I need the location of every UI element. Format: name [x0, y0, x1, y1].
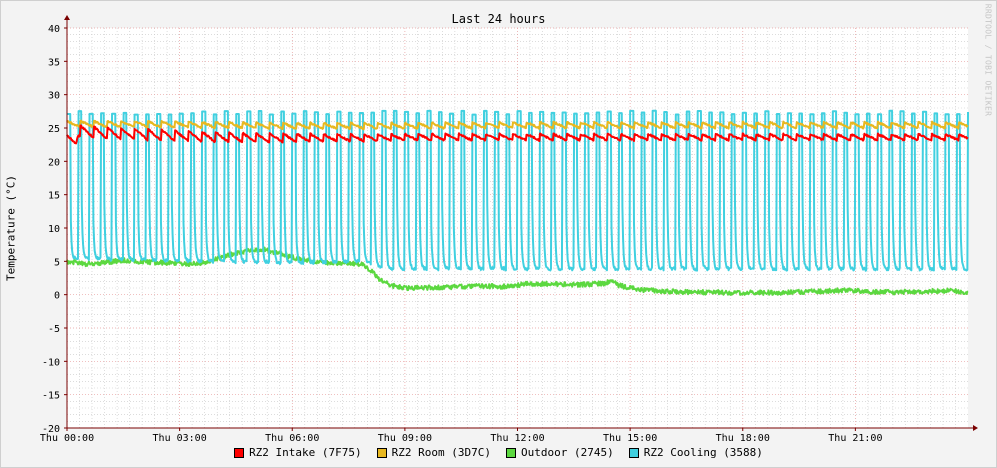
x-tick-label: Thu 09:00 [378, 433, 432, 444]
y-axis-label: Temperature (°C) [4, 175, 18, 281]
series-lines [66, 109, 969, 296]
legend-item-intake: RZ2 Intake (7F75) [234, 446, 362, 459]
y-tick-label: 30 [48, 91, 60, 102]
legend-label-outdoor: Outdoor (2745) [521, 446, 614, 459]
series-line-cooling [66, 109, 969, 272]
series-line-outdoor [66, 246, 969, 296]
y-tick-label: -5 [48, 324, 60, 335]
legend-swatch-cooling [628, 447, 639, 458]
legend-item-cooling: RZ2 Cooling (3588) [628, 446, 763, 459]
series-line-intake [66, 124, 969, 145]
y-tick-label: -20 [42, 424, 60, 435]
x-tick-label: Thu 12:00 [490, 433, 544, 444]
x-tick-label: Thu 03:00 [153, 433, 207, 444]
y-axis-arrow [64, 15, 70, 20]
y-tick-label: 5 [54, 257, 60, 268]
legend-swatch-intake [234, 447, 245, 458]
chart-title: Last 24 hours [451, 12, 546, 26]
legend-label-cooling: RZ2 Cooling (3588) [643, 446, 763, 459]
y-tick-label: -10 [42, 357, 60, 368]
y-tick-labels: -20 -15 -10 -5 0 5 10 15 20 25 30 35 40 [42, 24, 67, 435]
x-tick-label: Thu 06:00 [265, 433, 319, 444]
y-tick-label: 10 [48, 224, 60, 235]
legend-item-outdoor: Outdoor (2745) [506, 446, 614, 459]
y-tick-label: -15 [42, 391, 60, 402]
axes [64, 15, 978, 431]
series-line-room [66, 119, 969, 131]
legend-label-intake: RZ2 Intake (7F75) [249, 446, 362, 459]
y-tick-label: 0 [54, 291, 60, 302]
legend-item-room: RZ2 Room (3D7C) [376, 446, 491, 459]
x-tick-labels: Thu 00:00 Thu 03:00 Thu 06:00 Thu 09:00 Thu … [40, 428, 882, 444]
x-axis-arrow [973, 425, 978, 431]
chart-legend: RZ2 Intake (7F75) RZ2 Room (3D7C) Outdoo… [0, 446, 997, 459]
legend-swatch-outdoor [506, 447, 516, 458]
y-tick-label: 40 [48, 24, 60, 35]
x-tick-label: Thu 15:00 [603, 433, 657, 444]
y-tick-label: 15 [48, 191, 60, 202]
rrdtool-watermark: RRDTOOL / TOBI OETIKER [983, 3, 993, 117]
x-tick-label: Thu 00:00 [40, 433, 94, 444]
x-tick-label: Thu 21:00 [828, 433, 882, 444]
x-tick-label: Thu 18:00 [716, 433, 770, 444]
legend-swatch-room [376, 447, 387, 458]
legend-label-room: RZ2 Room (3D7C) [391, 446, 491, 459]
grid-lines [66, 27, 968, 429]
y-tick-label: 25 [48, 124, 60, 135]
y-tick-label: 20 [48, 157, 60, 168]
y-tick-label: 35 [48, 57, 60, 68]
